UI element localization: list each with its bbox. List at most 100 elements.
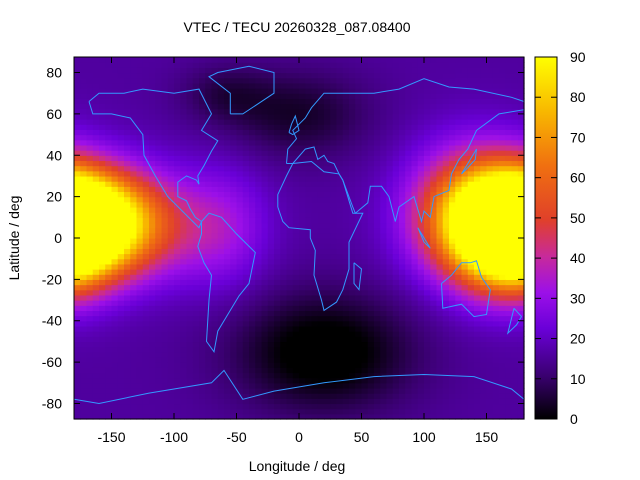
heatmap-cell [311,408,319,415]
heatmap-cell [130,320,138,327]
heatmap-cell [492,160,500,167]
heatmap-cell [255,160,263,167]
heatmap-cell [199,263,206,270]
heatmap-cell [161,217,169,224]
heatmap-cell [505,108,513,115]
heatmap-cell [230,398,238,405]
heatmap-cell [330,155,338,162]
heatmap-cell [111,238,119,244]
heatmap-cell [405,336,413,343]
heatmap-cell [474,144,481,151]
heatmap-cell [286,398,294,405]
heatmap-cell [267,356,275,363]
heatmap-cell [336,144,344,151]
heatmap-cell [361,284,369,291]
heatmap-cell [411,356,419,363]
heatmap-cell [361,331,369,337]
heatmap-cell [217,372,225,379]
heatmap-cell [249,93,256,99]
heatmap-cell [167,186,175,193]
heatmap-cell [80,284,88,291]
heatmap-cell [474,217,481,224]
heatmap-cell [361,263,369,270]
heatmap-cell [386,119,394,125]
heatmap-cell [342,222,350,229]
heatmap-cell [330,248,338,255]
heatmap-cell [330,341,338,348]
heatmap-cell [342,398,350,405]
heatmap-cell [361,93,369,99]
heatmap-cell [505,243,513,249]
heatmap-cell [280,325,288,332]
heatmap-cell [80,382,88,389]
heatmap-cell [130,57,138,63]
heatmap-cell [349,191,356,198]
heatmap-cell [242,119,250,125]
heatmap-cell [461,217,469,224]
heatmap-cell [261,382,269,389]
heatmap-cell [255,212,263,218]
heatmap-cell [449,310,456,317]
heatmap-cell [80,351,88,358]
heatmap-cell [292,232,300,239]
heatmap-cell [317,403,325,410]
heatmap-cell [342,279,350,286]
heatmap-cell [136,196,144,203]
heatmap-cell [292,263,300,270]
heatmap-cell [430,341,438,348]
heatmap-cell [430,134,438,141]
heatmap-cell [411,263,419,270]
heatmap-cell [267,222,275,229]
heatmap-cell [261,222,269,229]
heatmap-cell [186,408,194,415]
heatmap-cell [455,175,463,182]
heatmap-cell [92,346,100,353]
heatmap-cell [217,227,225,234]
heatmap-cell [80,160,88,167]
heatmap-cell [449,155,456,162]
heatmap-cell [199,160,206,167]
heatmap-cell [86,300,94,306]
heatmap-cell [480,284,488,291]
heatmap-cell [367,57,375,63]
heatmap-cell [361,398,369,405]
heatmap-cell [205,72,213,79]
heatmap-cell [249,181,256,187]
heatmap-cell [161,103,169,110]
heatmap-cell [317,398,325,405]
heatmap-cell [124,238,131,244]
heatmap-cell [367,305,375,311]
heatmap-cell [92,258,100,265]
heatmap-cell [280,72,288,79]
heatmap-cell [99,103,106,110]
heatmap-cell [174,341,181,348]
heatmap-cell [99,186,106,193]
heatmap-cell [105,113,113,120]
heatmap-cell [492,129,500,136]
heatmap-cell [142,248,150,255]
heatmap-cell [392,387,400,394]
heatmap-cell [199,372,206,379]
heatmap-cell [92,77,100,84]
heatmap-cell [80,67,88,74]
heatmap-cell [517,408,525,415]
heatmap-cell [405,227,413,234]
heatmap-cell [217,269,225,275]
heatmap-cell [117,279,125,286]
heatmap-cell [142,232,150,239]
heatmap-cell [336,243,344,249]
heatmap-cell [305,212,313,218]
heatmap-cell [380,403,388,410]
heatmap-cell [186,325,194,332]
heatmap-cell [80,289,88,296]
heatmap-cell [242,160,250,167]
heatmap-cell [242,201,250,208]
heatmap-cell [236,113,244,120]
heatmap-cell [386,217,394,224]
heatmap-cell [174,238,181,244]
heatmap-cell [417,119,425,125]
heatmap-cell [374,289,381,296]
heatmap-cell [105,315,113,322]
heatmap-cell [211,134,219,141]
heatmap-cell [330,382,338,389]
